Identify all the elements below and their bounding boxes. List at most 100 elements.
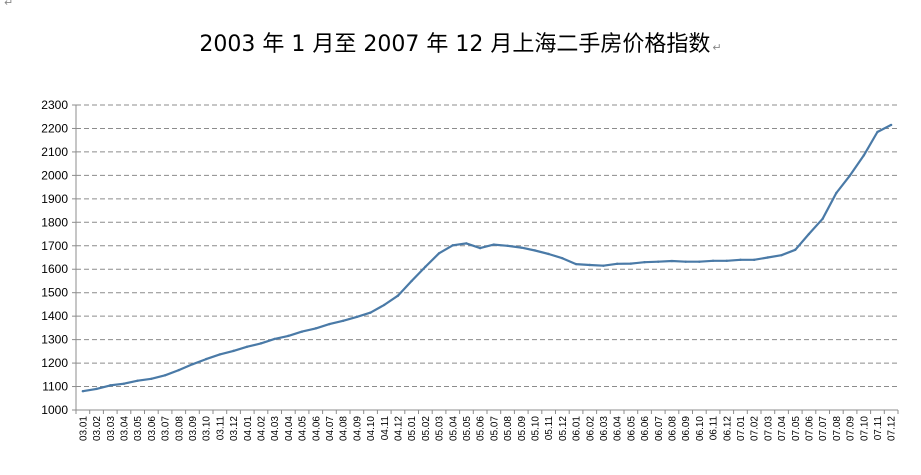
data-point xyxy=(191,363,194,366)
data-point xyxy=(410,279,413,283)
data-point xyxy=(341,319,345,323)
data-point xyxy=(629,262,633,265)
data-point xyxy=(711,259,715,262)
data-point xyxy=(533,249,537,252)
series-layer xyxy=(81,123,893,393)
x-tick-label: 06.04 xyxy=(613,416,624,441)
y-tick-label: 1300 xyxy=(41,333,68,347)
data-point xyxy=(232,349,235,353)
x-tick-label: 03.11 xyxy=(215,416,226,441)
x-tick-label: 04.03 xyxy=(270,416,281,441)
x-tick-label: 03.07 xyxy=(161,416,172,441)
data-point xyxy=(739,258,742,262)
axes xyxy=(72,104,899,414)
data-point xyxy=(396,294,400,297)
y-tick-label: 2100 xyxy=(41,145,68,159)
y-tick-labels: 1000 1100 1200 1300 1400 1500 1600 1700 1800 1900… xyxy=(41,98,68,417)
x-tick-label: 04.09 xyxy=(352,416,363,441)
x-tick-label: 04.05 xyxy=(298,416,309,441)
x-tick-label: 07.07 xyxy=(818,416,829,441)
data-point xyxy=(273,337,276,341)
y-tick-label: 2000 xyxy=(41,168,68,182)
x-tick-label: 03.10 xyxy=(202,416,213,441)
x-tick-label: 05.04 xyxy=(448,416,459,441)
title-paragraph-mark: ↵ xyxy=(712,41,722,54)
data-point xyxy=(643,260,646,264)
data-point xyxy=(588,263,591,267)
data-point xyxy=(794,248,797,251)
x-tick-label: 07.09 xyxy=(846,416,857,441)
x-tick-label: 03.04 xyxy=(119,416,130,441)
x-tick-label: 05.09 xyxy=(517,416,528,441)
data-point xyxy=(766,256,770,259)
data-point xyxy=(670,259,674,263)
data-point xyxy=(150,377,153,380)
x-tick-label: 04.01 xyxy=(243,416,254,441)
x-tick-label: 05.03 xyxy=(435,416,446,441)
data-point xyxy=(163,374,167,377)
data-point xyxy=(506,244,509,247)
data-point xyxy=(177,368,180,372)
data-point xyxy=(492,243,496,246)
x-tick-label: 03.05 xyxy=(133,416,144,441)
data-point xyxy=(122,382,126,385)
x-tick-label: 06.05 xyxy=(626,416,637,441)
data-point xyxy=(657,260,660,263)
x-tick-label: 05.02 xyxy=(421,416,432,441)
data-point xyxy=(437,252,441,255)
x-tick-label: 05.08 xyxy=(503,416,514,441)
x-tick-label: 06.11 xyxy=(709,416,720,441)
x-tick-label: 04.04 xyxy=(284,416,295,441)
data-point xyxy=(889,123,893,127)
y-tick-label: 1100 xyxy=(42,380,68,394)
data-point xyxy=(424,265,427,269)
data-point xyxy=(136,379,139,382)
x-tick-label: 03.12 xyxy=(229,416,240,441)
data-point xyxy=(821,217,824,220)
x-tick-label: 04.07 xyxy=(325,416,336,441)
data-point xyxy=(478,246,482,250)
data-point xyxy=(369,311,372,314)
data-point xyxy=(684,260,687,263)
x-tick-label: 04.02 xyxy=(256,416,267,441)
x-tick-label: 07.05 xyxy=(791,416,802,441)
data-point xyxy=(328,322,331,326)
x-tick-label: 04.10 xyxy=(366,416,377,441)
data-point xyxy=(355,315,359,319)
data-point xyxy=(109,384,112,387)
data-point xyxy=(835,191,838,195)
y-tick-label: 2200 xyxy=(41,121,68,135)
x-tick-label: 03.08 xyxy=(174,416,185,441)
data-point xyxy=(698,260,701,263)
x-tick-label: 07.10 xyxy=(859,416,870,441)
x-tick-label: 07.12 xyxy=(887,416,898,441)
x-tick-label: 03.06 xyxy=(147,416,158,441)
x-tick-label: 07.06 xyxy=(804,416,815,441)
x-tick-label: 05.05 xyxy=(462,416,473,441)
data-point xyxy=(300,330,304,333)
x-tick-label: 07.03 xyxy=(763,416,774,441)
x-tick-label: 05.10 xyxy=(530,416,541,441)
chart-title-text: 2003 年 1 月至 2007 年 12 月上海二手房价格指数 xyxy=(199,32,711,57)
x-tick-label: 03.01 xyxy=(78,416,89,441)
data-point xyxy=(862,154,865,157)
y-tick-label: 1600 xyxy=(41,262,68,276)
data-point xyxy=(615,262,619,266)
x-tick-label: 07.01 xyxy=(736,416,747,441)
x-tick-label: 05.12 xyxy=(558,416,569,441)
data-point xyxy=(561,257,564,260)
data-point xyxy=(246,345,249,348)
x-tick-label: 06.02 xyxy=(585,416,596,441)
data-point xyxy=(204,357,208,361)
y-tick-label: 1400 xyxy=(41,309,68,323)
data-point xyxy=(95,387,98,391)
data-point xyxy=(780,253,783,257)
data-point xyxy=(848,174,852,177)
x-tick-label: 06.12 xyxy=(722,416,733,441)
data-point xyxy=(81,390,85,393)
y-tick-label: 1800 xyxy=(41,215,68,229)
x-tick-label: 03.09 xyxy=(188,416,199,441)
x-tick-label: 06.03 xyxy=(599,416,610,441)
x-tick-label: 07.02 xyxy=(750,416,761,441)
y-tick-label: 1000 xyxy=(41,403,68,417)
